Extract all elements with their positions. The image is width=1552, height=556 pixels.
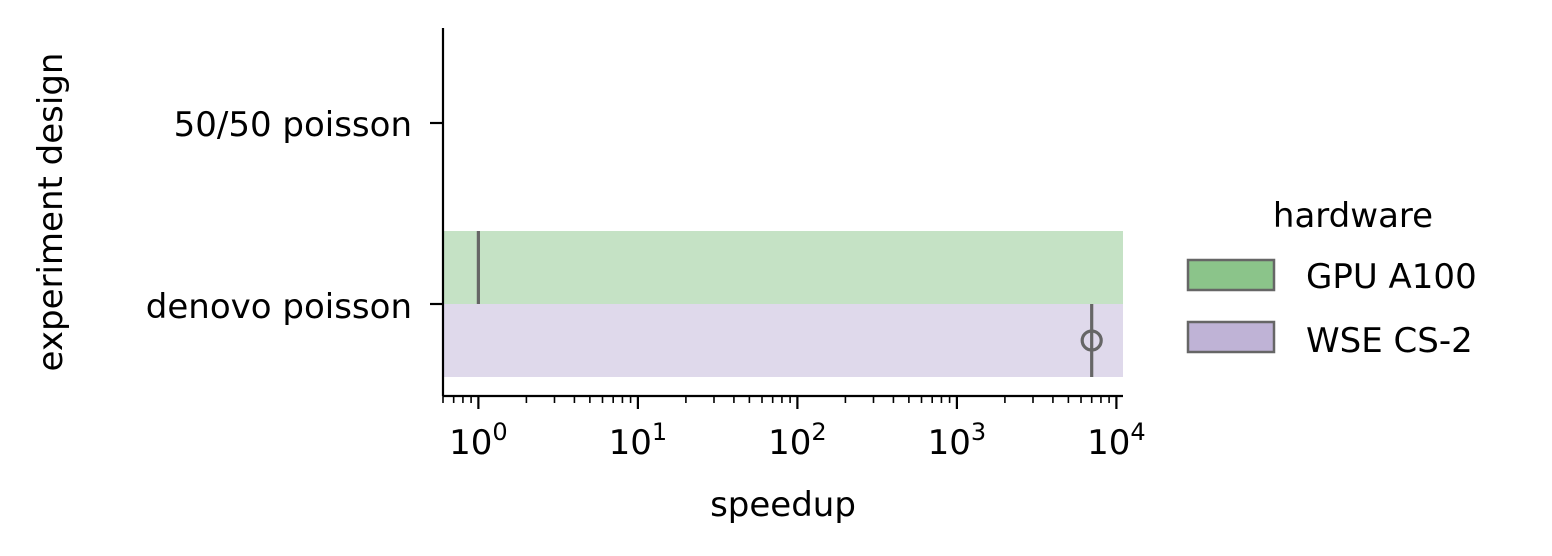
y-tick-label: denovo poisson xyxy=(146,287,412,327)
x-tick-label: 104 xyxy=(1087,418,1146,463)
x-tick-label: 103 xyxy=(928,418,987,463)
x-axis-title: speedup xyxy=(710,485,856,525)
y-tick-label: 50/50 poisson xyxy=(174,105,412,145)
x-tick-label: 102 xyxy=(768,418,827,463)
x-axis: 100 101 102 103 104 speedup xyxy=(442,394,1146,525)
legend-label-wse-cs2: WSE CS-2 xyxy=(1306,321,1473,361)
legend: hardware GPU A100 WSE CS-2 xyxy=(1186,196,1477,361)
x-ticks: 100 101 102 103 104 xyxy=(442,396,1146,463)
x-tick-label: 100 xyxy=(449,418,508,463)
y-axis-title: experiment design xyxy=(31,53,71,372)
plot-area xyxy=(443,231,1123,377)
legend-label-gpu-a100: GPU A100 xyxy=(1306,257,1477,297)
bar-gpu-a100 xyxy=(443,231,1123,304)
legend-swatch-gpu-a100 xyxy=(1186,258,1276,292)
legend-title: hardware xyxy=(1273,196,1433,236)
y-axis: 50/50 poisson denovo poisson experiment … xyxy=(31,28,445,396)
bar-wse-cs-2 xyxy=(443,304,1123,377)
legend-swatch-wse-cs2 xyxy=(1186,320,1276,354)
x-tick-label: 101 xyxy=(609,418,668,463)
outlier-point xyxy=(1080,329,1103,352)
